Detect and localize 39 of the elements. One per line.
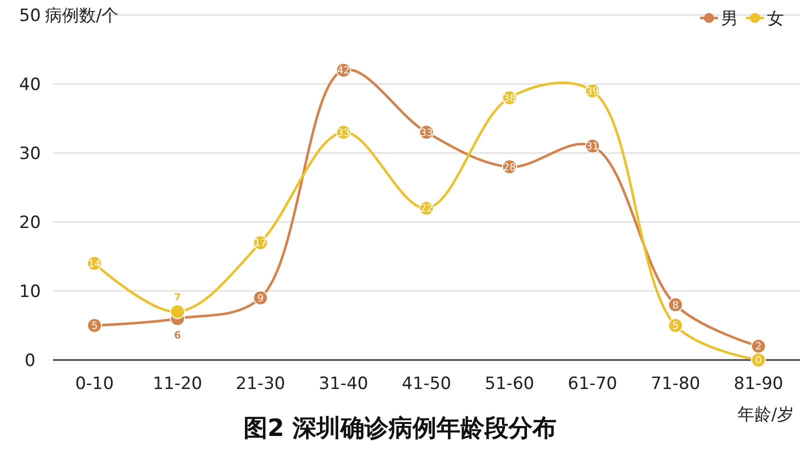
- data-label: 5: [91, 321, 98, 332]
- data-label: 2: [755, 342, 762, 353]
- data-label: 42: [337, 66, 350, 77]
- data-label: 28: [503, 162, 516, 174]
- data-label: 33: [420, 128, 433, 139]
- data-label: 14: [88, 258, 101, 270]
- x-tick-label: 41-50: [402, 374, 452, 394]
- text: 图2 深圳确诊病例年龄段分布: [243, 414, 557, 442]
- data-label: 7: [174, 292, 182, 304]
- data-label: 8: [672, 300, 679, 312]
- data-label: 33: [337, 128, 350, 139]
- x-tick-label: 51-60: [484, 374, 534, 394]
- data-label: 9: [257, 293, 264, 304]
- x-tick-label: 0-10: [75, 374, 114, 394]
- x-tick-label: 31-40: [318, 374, 368, 394]
- y-tick-label: 10: [19, 282, 41, 302]
- y-tick-label: 20: [19, 213, 41, 233]
- x-tick-label: 71-80: [650, 374, 700, 394]
- legend-label: 女: [767, 9, 784, 29]
- point: [170, 304, 185, 320]
- data-label: 38: [503, 93, 516, 104]
- data-label: 39: [586, 86, 599, 98]
- x-tick-label: 61-70: [568, 374, 618, 394]
- x-tick-label: 81-90: [734, 374, 784, 394]
- data-label: 0: [755, 356, 762, 366]
- x-tick-label: 21-30: [236, 374, 286, 394]
- data-label: 31: [586, 142, 599, 153]
- x-tick-label: 11-20: [152, 374, 202, 394]
- data-label: 6: [174, 330, 182, 342]
- x-axis-title: 年龄/岁: [737, 405, 794, 425]
- y-tick-label: 40: [19, 75, 41, 95]
- data-label: 5: [672, 321, 679, 332]
- y-axis-title: 病例数/个: [45, 6, 119, 26]
- legend-label: 男: [721, 9, 738, 29]
- data-label: 22: [420, 204, 433, 215]
- y-tick-label: 50: [19, 6, 41, 26]
- y-tick-label: 30: [19, 144, 41, 164]
- data-label: 17: [254, 238, 267, 250]
- y-tick-label: 0: [24, 351, 36, 371]
